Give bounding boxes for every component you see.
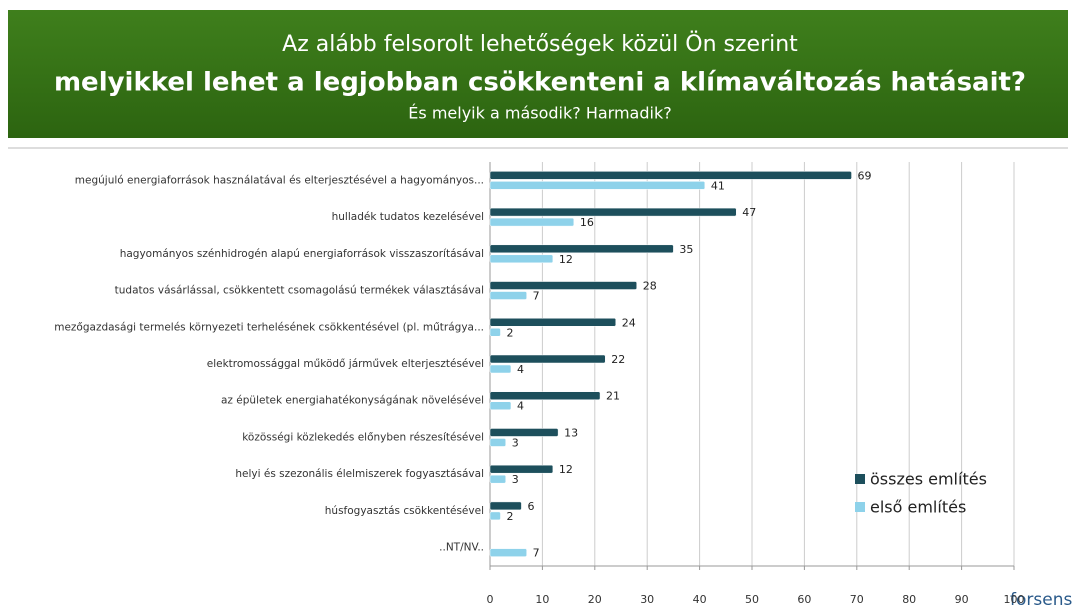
value-label: 7 (533, 290, 540, 303)
x-tick-label: 60 (797, 593, 811, 606)
value-label: 3 (512, 473, 519, 486)
category-label: tudatos vásárlással, csökkentett csomago… (115, 285, 484, 297)
bar (489, 501, 522, 511)
category-label: megújuló energiaforrások használatával é… (75, 174, 484, 186)
bar (489, 254, 554, 264)
bar (489, 391, 601, 400)
bar (489, 217, 575, 227)
value-label: 4 (517, 400, 524, 413)
category-label: húsfogyasztás csökkentésével (325, 505, 484, 517)
category-label: hulladék tudatos kezelésével (332, 211, 484, 223)
bar (489, 207, 737, 217)
bar (489, 171, 852, 180)
category-label: az épületek energiahatékonyságának növel… (221, 395, 484, 407)
bar (489, 364, 512, 374)
value-label: 12 (559, 253, 573, 266)
value-label: 6 (527, 500, 534, 513)
header-banner (8, 10, 1068, 138)
value-label: 2 (506, 510, 513, 523)
title-line: És melyik a második? Harmadik? (408, 104, 671, 123)
value-label: 22 (611, 353, 625, 366)
x-tick-label: 80 (902, 593, 916, 606)
value-label: 2 (506, 326, 513, 339)
bar (489, 464, 554, 474)
bar (489, 318, 617, 327)
bar (489, 281, 637, 290)
bar (489, 244, 674, 254)
legend-label: összes említés (870, 470, 987, 489)
category-label: hagyományos szénhidrogén alapú energiafo… (120, 248, 484, 260)
category-label: helyi és szezonális élelmiszerek fogyasz… (235, 468, 484, 480)
x-tick-label: 70 (850, 593, 864, 606)
bar (489, 328, 501, 337)
bar (489, 181, 706, 190)
title-line: Az alább felsorolt lehetőségek közül Ön … (282, 31, 798, 57)
bar (489, 401, 512, 410)
value-label: 21 (606, 390, 620, 403)
value-label: 41 (711, 179, 725, 192)
category-label: ..NT/NV.. (439, 542, 484, 554)
bar (489, 548, 527, 557)
x-tick-label: 90 (955, 593, 969, 606)
x-tick-label: 20 (588, 593, 602, 606)
legend-swatch (855, 474, 865, 484)
x-tick-label: 30 (640, 593, 654, 606)
value-label: 3 (512, 436, 519, 449)
logo: forsense (1010, 590, 1072, 610)
bar (489, 438, 506, 447)
title-line: melyikkel lehet a legjobban csökkenteni … (54, 68, 1026, 98)
bar (489, 511, 501, 521)
category-label: mezőgazdasági termelés környezeti terhel… (54, 321, 484, 333)
value-label: 7 (533, 547, 540, 560)
x-tick-label: 40 (693, 593, 707, 606)
value-label: 28 (643, 280, 657, 293)
bar (489, 354, 606, 364)
x-tick-label: 10 (535, 593, 549, 606)
value-label: 12 (559, 463, 573, 476)
x-tick-label: 50 (745, 593, 759, 606)
bar (489, 428, 559, 437)
x-tick-label: 100 (1004, 593, 1025, 606)
legend-label: első említés (870, 498, 966, 517)
value-label: 16 (580, 216, 594, 229)
bar (489, 291, 527, 300)
legend-swatch (855, 502, 865, 512)
value-label: 35 (679, 243, 693, 256)
bar (489, 474, 506, 484)
value-label: 69 (858, 169, 872, 182)
value-label: 24 (622, 316, 636, 329)
value-label: 13 (564, 426, 578, 439)
category-label: elektromossággal működő járművek elterje… (207, 358, 484, 370)
category-label: közösségi közlekedés előnyben részesítés… (242, 431, 484, 443)
value-label: 4 (517, 363, 524, 376)
value-label: 47 (742, 206, 756, 219)
x-tick-label: 0 (487, 593, 494, 606)
